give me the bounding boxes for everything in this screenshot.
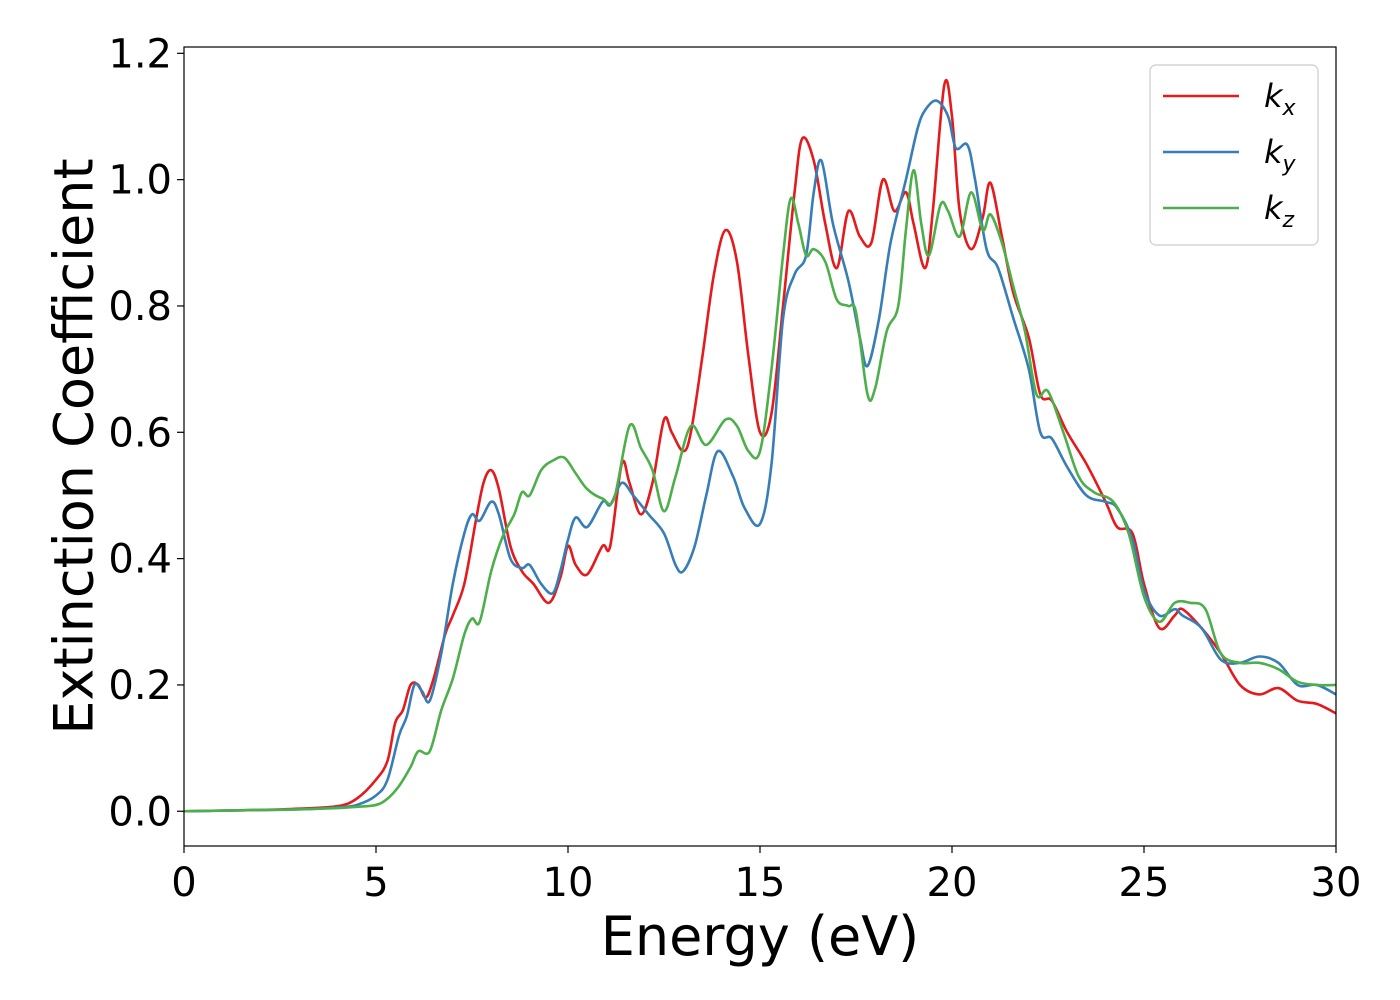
x-tick-label: 15 xyxy=(735,860,786,906)
legend-label-main: k xyxy=(1264,77,1284,115)
y-tick-label: 0.0 xyxy=(108,789,172,835)
series-line-k_x xyxy=(184,78,1336,813)
legend-label-subscript: x xyxy=(1282,96,1297,121)
x-axis-label: Energy (eV) xyxy=(601,905,920,968)
series-line-k_y xyxy=(184,99,1336,813)
legend-label-main: k xyxy=(1264,133,1284,171)
y-tick-label: 0.6 xyxy=(108,410,172,456)
x-tick-label: 10 xyxy=(543,860,594,906)
x-tick-label: 20 xyxy=(927,860,978,906)
legend-label-subscript: z xyxy=(1282,208,1295,233)
legend-label-main: k xyxy=(1264,189,1284,227)
y-tick-label: 0.4 xyxy=(108,537,172,583)
legend-label-subscript: y xyxy=(1282,152,1297,177)
series-layer xyxy=(184,78,1336,813)
x-axis-ticks: 0 5 10 15 20 25 30 xyxy=(171,846,1361,906)
legend-label-k_z: kz xyxy=(1264,189,1295,233)
y-tick-label: 1.2 xyxy=(108,31,172,77)
legend-label-k_x: kx xyxy=(1264,77,1297,121)
y-tick-label: 0.8 xyxy=(108,284,172,330)
y-tick-label: 0.2 xyxy=(108,663,172,709)
legend-label-k_y: ky xyxy=(1264,133,1297,177)
series-line-k_z xyxy=(184,168,1336,813)
x-tick-label: 30 xyxy=(1311,860,1362,906)
legend-box xyxy=(1149,64,1319,246)
x-tick-label: 5 xyxy=(363,860,388,906)
x-tick-label: 25 xyxy=(1119,860,1170,906)
y-axis-ticks: 0.0 0.2 0.4 0.6 0.8 1.0 1.2 xyxy=(108,31,184,835)
x-tick-label: 0 xyxy=(171,860,196,906)
y-tick-label: 1.0 xyxy=(108,158,172,204)
y-axis-label: Extinction Coefficient xyxy=(43,158,106,734)
